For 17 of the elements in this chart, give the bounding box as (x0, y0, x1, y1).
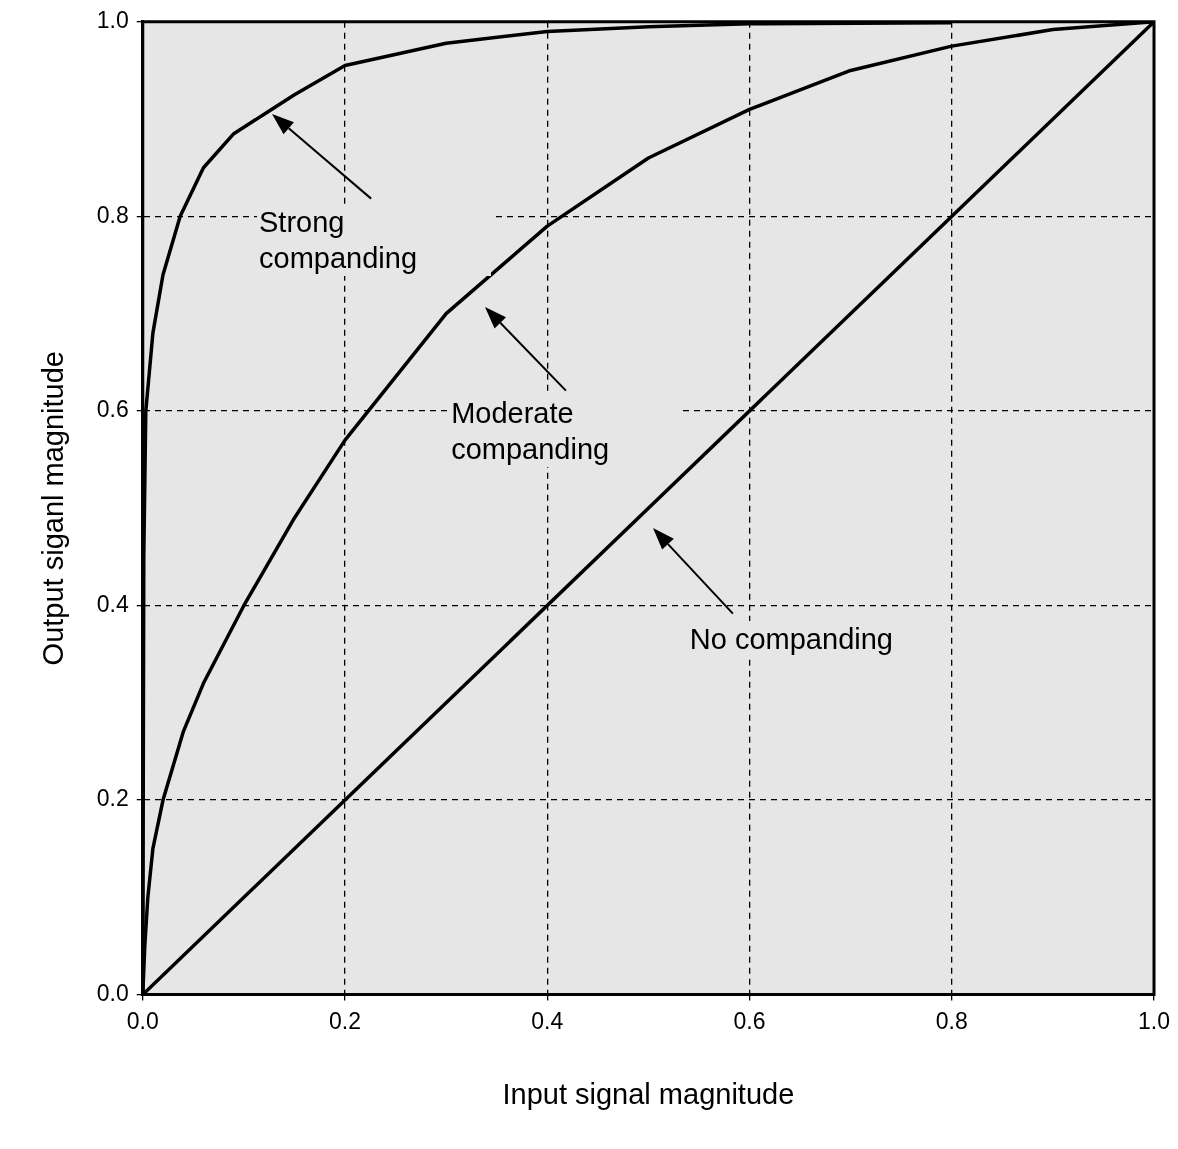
x-tick-label: 0.4 (531, 1007, 564, 1034)
y-axis-title: Output siganl magnitude (37, 351, 70, 666)
x-tick-label: 0.6 (733, 1007, 766, 1034)
y-tick-label: 0.0 (96, 979, 129, 1006)
y-tick-label: 1.0 (96, 7, 129, 34)
x-axis-title: Input signal magnitude (502, 1077, 795, 1110)
y-tick-label: 0.8 (96, 201, 129, 228)
y-tick-label: 0.4 (96, 590, 129, 617)
x-tick-label: 0.2 (329, 1007, 362, 1034)
x-tick-label: 0.0 (126, 1007, 159, 1034)
x-tick-label: 1.0 (1138, 1007, 1171, 1034)
x-tick-label: 0.8 (935, 1007, 968, 1034)
y-tick-label: 0.2 (96, 785, 129, 812)
annotation: No companding (687, 621, 895, 658)
annotation: Strong companding (257, 203, 492, 276)
annotation: Moderate companding (449, 395, 684, 468)
y-tick-label: 0.6 (96, 396, 129, 423)
